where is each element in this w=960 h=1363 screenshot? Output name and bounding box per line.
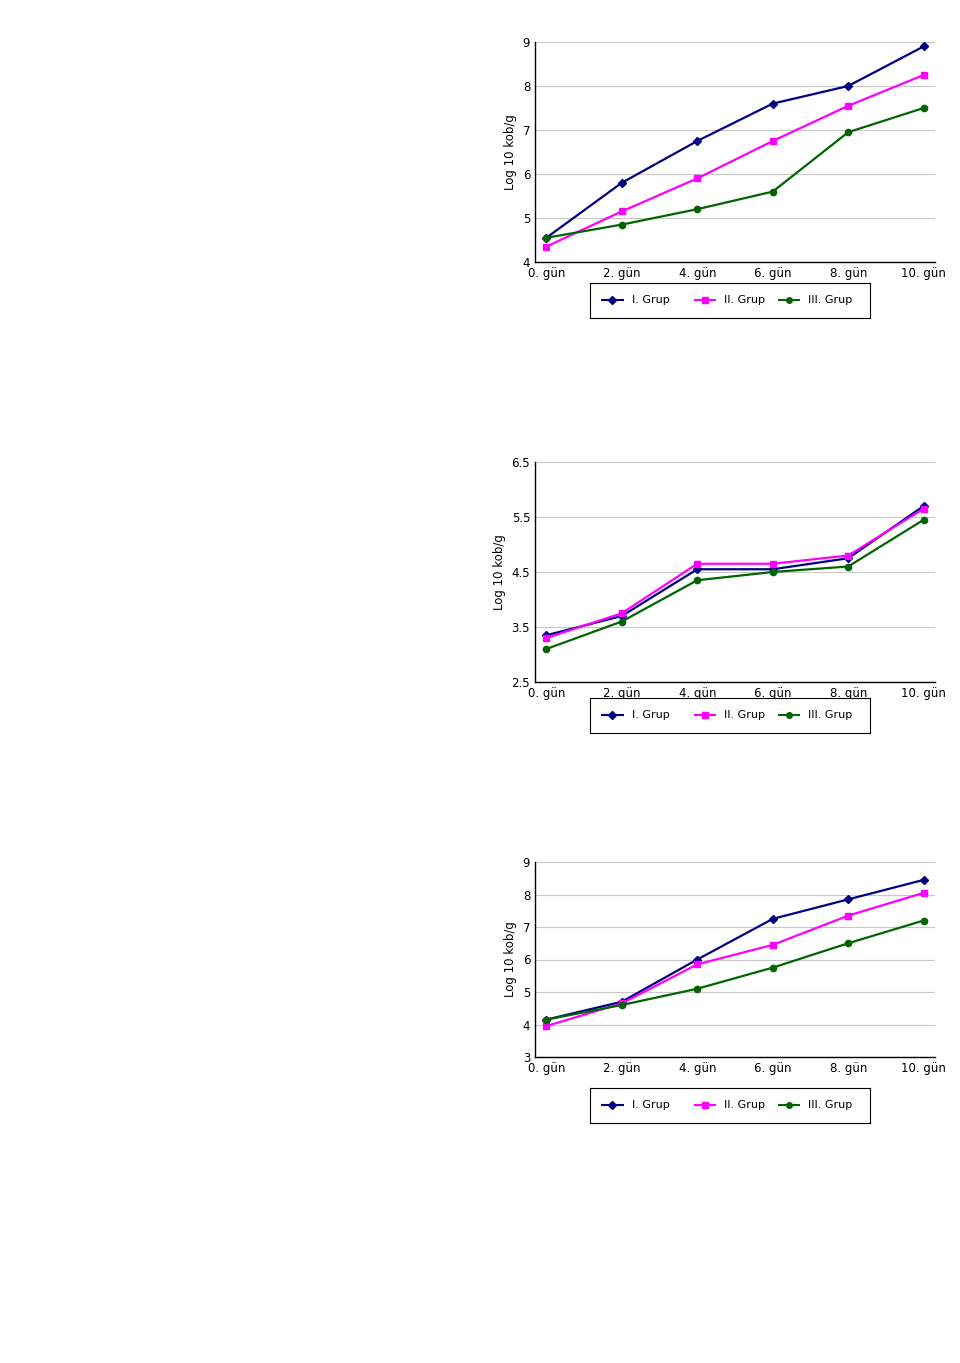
II. Grup <box>843 908 854 924</box>
Line: I. Grup: I. Grup <box>543 876 926 1022</box>
III. Grup <box>767 564 779 581</box>
III. Grup <box>691 572 703 589</box>
III. Grup <box>540 229 552 245</box>
III. Grup <box>918 912 929 928</box>
Line: II. Grup: II. Grup <box>543 72 926 249</box>
Line: I. Grup: I. Grup <box>543 44 926 241</box>
Line: III. Grup: III. Grup <box>543 105 926 241</box>
Line: II. Grup: II. Grup <box>543 506 926 641</box>
II. Grup <box>616 995 628 1011</box>
I. Grup <box>767 95 779 112</box>
I. Grup <box>767 910 779 927</box>
I. Grup <box>616 994 628 1010</box>
I. Grup <box>691 132 703 149</box>
II. Grup <box>540 239 552 255</box>
II. Grup <box>843 548 854 564</box>
II. Grup <box>918 67 929 83</box>
Text: I. Grup: I. Grup <box>632 710 670 720</box>
Text: II. Grup: II. Grup <box>725 710 765 720</box>
II. Grup <box>691 957 703 973</box>
I. Grup <box>918 872 929 889</box>
Text: I. Grup: I. Grup <box>632 294 670 305</box>
III. Grup <box>843 559 854 575</box>
III. Grup <box>843 935 854 951</box>
II. Grup <box>540 1018 552 1035</box>
II. Grup <box>918 500 929 517</box>
III. Grup <box>843 124 854 140</box>
III. Grup <box>691 200 703 217</box>
Line: I. Grup: I. Grup <box>543 503 926 638</box>
II. Grup <box>691 556 703 572</box>
II. Grup <box>918 885 929 901</box>
II. Grup <box>843 98 854 114</box>
III. Grup <box>616 996 628 1013</box>
III. Grup <box>918 99 929 116</box>
Text: III. Grup: III. Grup <box>808 710 852 720</box>
Text: II. Grup: II. Grup <box>725 1100 765 1109</box>
III. Grup <box>767 184 779 200</box>
I. Grup <box>843 551 854 567</box>
III. Grup <box>918 511 929 527</box>
Line: II. Grup: II. Grup <box>543 890 926 1029</box>
I. Grup <box>616 608 628 624</box>
I. Grup <box>540 627 552 643</box>
Text: II. Grup: II. Grup <box>725 294 765 305</box>
Y-axis label: Log 10 kob/g: Log 10 kob/g <box>504 114 517 189</box>
I. Grup <box>843 891 854 908</box>
III. Grup <box>767 960 779 976</box>
I. Grup <box>918 497 929 514</box>
III. Grup <box>616 217 628 233</box>
II. Grup <box>767 936 779 953</box>
Text: III. Grup: III. Grup <box>808 1100 852 1109</box>
II. Grup <box>691 170 703 187</box>
II. Grup <box>540 630 552 646</box>
Y-axis label: Log 10 kob/g: Log 10 kob/g <box>504 921 517 998</box>
Y-axis label: Log 10 kob/g: Log 10 kob/g <box>492 534 506 609</box>
III. Grup <box>540 641 552 657</box>
I. Grup <box>616 174 628 191</box>
Line: III. Grup: III. Grup <box>543 517 926 652</box>
I. Grup <box>691 562 703 578</box>
Text: III. Grup: III. Grup <box>808 294 852 305</box>
III. Grup <box>540 1011 552 1028</box>
II. Grup <box>616 605 628 622</box>
III. Grup <box>616 613 628 630</box>
I. Grup <box>691 951 703 968</box>
Line: III. Grup: III. Grup <box>543 917 926 1022</box>
II. Grup <box>767 556 779 572</box>
I. Grup <box>843 78 854 94</box>
I. Grup <box>540 1011 552 1028</box>
Text: I. Grup: I. Grup <box>632 1100 670 1109</box>
III. Grup <box>691 980 703 996</box>
I. Grup <box>918 38 929 55</box>
I. Grup <box>540 229 552 245</box>
II. Grup <box>616 203 628 219</box>
I. Grup <box>767 562 779 578</box>
II. Grup <box>767 132 779 149</box>
